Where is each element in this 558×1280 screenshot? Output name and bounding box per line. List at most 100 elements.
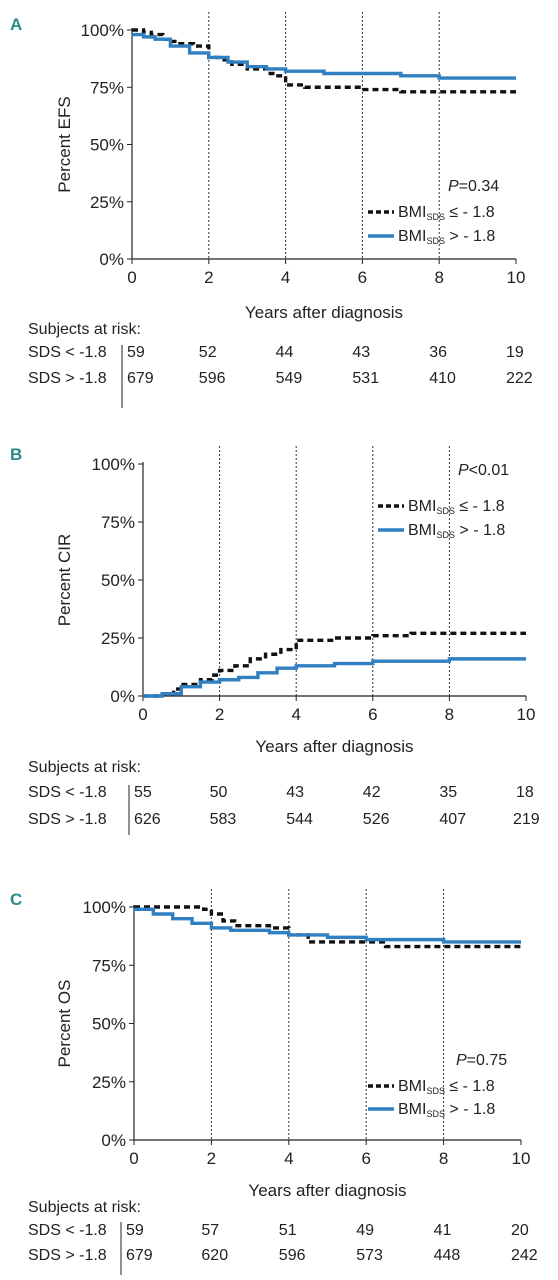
- y-tick-label: 25%: [90, 193, 124, 212]
- risk-value: 43: [352, 344, 370, 361]
- p-value: P=0.75: [456, 1052, 507, 1069]
- x-tick-label: 6: [358, 268, 367, 287]
- risk-value: 18: [516, 784, 534, 801]
- series-line-high-bmi: [143, 657, 526, 698]
- risk-value: 52: [199, 344, 217, 361]
- risk-value: 49: [356, 1222, 374, 1239]
- series-line-low-bmi: [134, 905, 521, 949]
- x-axis-title: Years after diagnosis: [248, 1181, 406, 1200]
- x-tick-label: 10: [507, 268, 526, 287]
- panel-letter: A: [10, 15, 22, 34]
- risk-value: 549: [276, 370, 303, 387]
- y-tick-label: 25%: [92, 1073, 126, 1092]
- series-line-high-bmi: [132, 32, 516, 80]
- x-tick-label: 2: [207, 1149, 216, 1168]
- risk-value: 679: [126, 1247, 153, 1264]
- panel-a: A 0% 25% 50% 75% 100% 0 2 4 6 8 10 Percent EFS Years …: [10, 12, 533, 408]
- x-tick-label: 4: [291, 705, 300, 724]
- risk-value: 57: [201, 1222, 219, 1239]
- x-tick-label: 2: [204, 268, 213, 287]
- series-line-low-bmi: [132, 28, 516, 94]
- y-tick-label: 75%: [92, 956, 126, 975]
- y-tick-label: 50%: [92, 1015, 126, 1034]
- risk-value: 35: [439, 784, 457, 801]
- legend-label: BMISDS > - 1.8: [398, 1101, 495, 1119]
- p-value: P=0.34: [448, 178, 499, 195]
- risk-value: 222: [506, 370, 533, 387]
- risk-value: 583: [210, 811, 237, 828]
- y-tick-label: 0%: [101, 1131, 126, 1150]
- series-line-low-bmi: [143, 631, 526, 698]
- risk-value: 526: [363, 811, 390, 828]
- panel-letter: C: [10, 890, 22, 909]
- risk-row-label: SDS > -1.8: [28, 1247, 107, 1264]
- risk-table-title: Subjects at risk:: [28, 321, 141, 338]
- risk-value: 407: [439, 811, 466, 828]
- x-tick-label: 6: [361, 1149, 370, 1168]
- risk-value: 544: [286, 811, 313, 828]
- p-value: P<0.01: [458, 462, 509, 479]
- risk-value: 19: [506, 344, 524, 361]
- y-axis-title: Percent CIR: [55, 534, 74, 627]
- y-tick-label: 0%: [110, 687, 135, 706]
- risk-value: 596: [279, 1247, 306, 1264]
- risk-value: 219: [513, 811, 540, 828]
- risk-value: 242: [511, 1247, 538, 1264]
- panel-c: C 0% 25% 50% 75% 100% 0 2 4 6 8 10 Percent OS Years a…: [10, 889, 538, 1275]
- legend-label: BMISDS ≤ - 1.8: [408, 498, 505, 516]
- risk-value: 679: [127, 370, 154, 387]
- x-tick-label: 10: [512, 1149, 531, 1168]
- y-tick-label: 50%: [101, 571, 135, 590]
- risk-value: 43: [286, 784, 304, 801]
- y-tick-label: 100%: [92, 455, 135, 474]
- x-tick-label: 2: [215, 705, 224, 724]
- risk-value: 620: [201, 1247, 228, 1264]
- risk-value: 42: [363, 784, 381, 801]
- y-tick-label: 75%: [90, 78, 124, 97]
- risk-value: 44: [276, 344, 294, 361]
- x-tick-label: 0: [138, 705, 147, 724]
- x-axis-title: Years after diagnosis: [255, 737, 413, 756]
- risk-value: 20: [511, 1222, 529, 1239]
- x-tick-label: 0: [127, 268, 136, 287]
- risk-value: 573: [356, 1247, 383, 1264]
- risk-row-label: SDS < -1.8: [28, 784, 107, 801]
- risk-value: 36: [429, 344, 447, 361]
- risk-value: 596: [199, 370, 226, 387]
- y-axis-title: Percent EFS: [55, 96, 74, 192]
- x-tick-label: 4: [284, 1149, 293, 1168]
- risk-value: 59: [127, 344, 145, 361]
- x-tick-label: 0: [129, 1149, 138, 1168]
- risk-value: 448: [434, 1247, 461, 1264]
- y-tick-label: 100%: [81, 21, 124, 40]
- legend-label: BMISDS > - 1.8: [408, 522, 505, 540]
- risk-value: 59: [126, 1222, 144, 1239]
- x-tick-label: 8: [445, 705, 454, 724]
- x-tick-label: 10: [517, 705, 536, 724]
- series-line-high-bmi: [134, 907, 521, 944]
- legend-label: BMISDS ≤ - 1.8: [398, 204, 495, 222]
- x-tick-label: 8: [439, 1149, 448, 1168]
- y-tick-label: 0%: [99, 250, 124, 269]
- risk-table-title: Subjects at risk:: [28, 1199, 141, 1216]
- risk-row-label: SDS < -1.8: [28, 1222, 107, 1239]
- risk-value: 41: [434, 1222, 452, 1239]
- x-tick-label: 6: [368, 705, 377, 724]
- x-tick-label: 4: [281, 268, 290, 287]
- risk-value: 531: [352, 370, 379, 387]
- risk-value: 626: [134, 811, 161, 828]
- risk-value: 51: [279, 1222, 297, 1239]
- panel-b: B 0% 25% 50% 75% 100% 0 2 4 6 8 10 Percent CIR Years …: [10, 445, 540, 835]
- risk-value: 55: [134, 784, 152, 801]
- risk-row-label: SDS < -1.8: [28, 344, 107, 361]
- risk-value: 410: [429, 370, 456, 387]
- legend-label: BMISDS ≤ - 1.8: [398, 1078, 495, 1096]
- risk-table-title: Subjects at risk:: [28, 759, 141, 776]
- x-tick-label: 8: [434, 268, 443, 287]
- risk-row-label: SDS > -1.8: [28, 811, 107, 828]
- x-axis-title: Years after diagnosis: [245, 303, 403, 322]
- panel-letter: B: [10, 445, 22, 464]
- risk-row-label: SDS > -1.8: [28, 370, 107, 387]
- y-tick-label: 100%: [83, 898, 126, 917]
